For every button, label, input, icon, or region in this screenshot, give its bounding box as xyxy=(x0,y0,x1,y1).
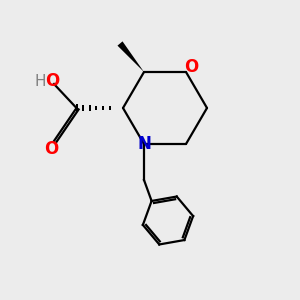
Text: O: O xyxy=(45,72,60,90)
Text: O: O xyxy=(184,58,198,76)
Text: N: N xyxy=(138,135,152,153)
Text: O: O xyxy=(44,140,58,158)
Polygon shape xyxy=(118,41,144,72)
Text: H: H xyxy=(35,74,46,88)
